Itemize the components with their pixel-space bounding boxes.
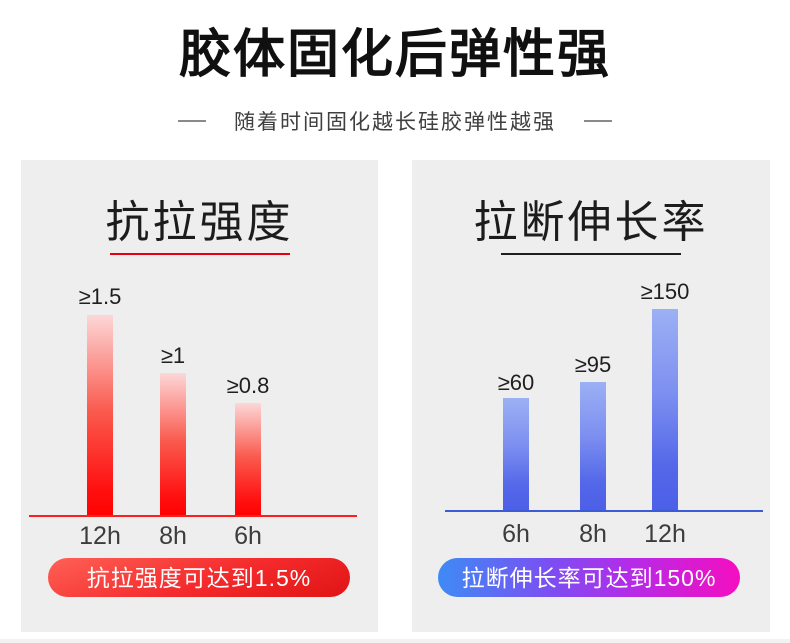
bar-12h (652, 309, 678, 510)
subtitle-right-dash (584, 120, 612, 122)
x-axis (445, 510, 763, 512)
category-label: 8h (159, 522, 187, 550)
elongation-badge: 拉断伸长率可达到150% (438, 558, 740, 597)
category-label: 8h (579, 520, 607, 548)
bar-value-label: ≥1 (160, 343, 186, 368)
bar-value-label: ≥0.8 (226, 373, 270, 398)
x-axis (29, 515, 357, 517)
bar-6h (235, 403, 261, 515)
tensile-title-underline (109, 253, 290, 255)
category-label: 6h (234, 522, 262, 550)
bar-12h (87, 315, 113, 515)
bar-6h (503, 398, 529, 510)
page-title: 胶体固化后弹性强 (178, 26, 611, 84)
bar-value-label: ≥95 (574, 352, 612, 377)
bottom-divider (0, 639, 790, 643)
category-label: 12h (644, 520, 686, 548)
category-label: 6h (502, 520, 530, 548)
elongation-title: 拉断伸长率 (473, 198, 709, 247)
subtitle: 随着时间固化越长硅胶弹性越强 (0, 108, 790, 134)
category-label: 12h (79, 522, 121, 550)
subtitle-left-dash (178, 120, 206, 122)
bar-8h (160, 373, 186, 515)
bar-value-label: ≥150 (640, 279, 690, 304)
tensile-strength-title: 抗拉强度 (105, 198, 294, 247)
elongation-title-underline (501, 253, 681, 255)
bar-value-label: ≥1.5 (78, 284, 122, 309)
bar-8h (580, 382, 606, 510)
tensile-strength-panel: 抗拉强度 ≥1.5 ≥1 ≥0.8 12h 8h 6h 抗拉强度可达到1.5% (21, 160, 378, 632)
bar-value-label: ≥60 (497, 370, 535, 395)
tensile-strength-badge: 抗拉强度可达到1.5% (48, 558, 350, 597)
elongation-panel: 拉断伸长率 ≥60 ≥95 ≥150 6h 8h 12h 拉断伸长率可达到150… (412, 160, 770, 632)
subtitle-text: 随着时间固化越长硅胶弹性越强 (234, 111, 556, 134)
